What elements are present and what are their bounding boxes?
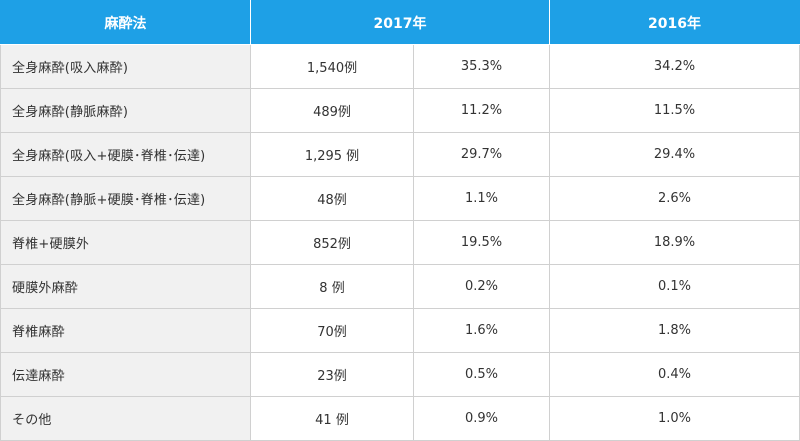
table-row: 硬膜外麻酔 8 例 0.2% 0.1% <box>0 264 800 309</box>
method-cell: 脊椎麻酔 <box>0 308 251 353</box>
percent-2016-cell: 0.4% <box>549 352 800 397</box>
method-cell: 全身麻酔(吸入+硬膜･脊椎･伝達) <box>0 132 251 177</box>
count-2017-cell: 70例 <box>250 308 414 353</box>
header-year-2016: 2016年 <box>549 0 800 45</box>
count-2017-cell: 41 例 <box>250 396 414 441</box>
percent-2016-cell: 2.6% <box>549 176 800 221</box>
percent-2017-cell: 0.2% <box>413 264 550 309</box>
percent-2017-cell: 29.7% <box>413 132 550 177</box>
count-2017-cell: 1,295 例 <box>250 132 414 177</box>
percent-2017-cell: 0.5% <box>413 352 550 397</box>
table-row: 伝達麻酔 23例 0.5% 0.4% <box>0 352 800 397</box>
count-2017-cell: 1,540例 <box>250 44 414 89</box>
method-cell: 硬膜外麻酔 <box>0 264 251 309</box>
count-2017-cell: 8 例 <box>250 264 414 309</box>
table-row: 脊椎麻酔 70例 1.6% 1.8% <box>0 308 800 353</box>
percent-2016-cell: 1.8% <box>549 308 800 353</box>
method-cell: 全身麻酔(静脈+硬膜･脊椎･伝達) <box>0 176 251 221</box>
percent-2017-cell: 35.3% <box>413 44 550 89</box>
percent-2017-cell: 19.5% <box>413 220 550 265</box>
header-year-2017: 2017年 <box>250 0 550 45</box>
count-2017-cell: 48例 <box>250 176 414 221</box>
table-body: 全身麻酔(吸入麻酔) 1,540例 35.3% 34.2% 全身麻酔(静脈麻酔)… <box>0 44 800 441</box>
table-header: 麻酔法 2017年 2016年 <box>0 0 800 45</box>
percent-2016-cell: 11.5% <box>549 88 800 133</box>
percent-2017-cell: 0.9% <box>413 396 550 441</box>
percent-2017-cell: 11.2% <box>413 88 550 133</box>
table-row: 全身麻酔(静脈+硬膜･脊椎･伝達) 48例 1.1% 2.6% <box>0 176 800 221</box>
percent-2016-cell: 0.1% <box>549 264 800 309</box>
table-row: 全身麻酔(静脈麻酔) 489例 11.2% 11.5% <box>0 88 800 133</box>
percent-2016-cell: 34.2% <box>549 44 800 89</box>
percent-2017-cell: 1.1% <box>413 176 550 221</box>
table-row: 全身麻酔(吸入麻酔) 1,540例 35.3% 34.2% <box>0 44 800 89</box>
method-cell: 脊椎+硬膜外 <box>0 220 251 265</box>
table-row: その他 41 例 0.9% 1.0% <box>0 396 800 441</box>
method-cell: その他 <box>0 396 251 441</box>
method-cell: 全身麻酔(吸入麻酔) <box>0 44 251 89</box>
header-row: 麻酔法 2017年 2016年 <box>0 0 800 45</box>
percent-2017-cell: 1.6% <box>413 308 550 353</box>
method-cell: 全身麻酔(静脈麻酔) <box>0 88 251 133</box>
method-cell: 伝達麻酔 <box>0 352 251 397</box>
count-2017-cell: 489例 <box>250 88 414 133</box>
table-row: 全身麻酔(吸入+硬膜･脊椎･伝達) 1,295 例 29.7% 29.4% <box>0 132 800 177</box>
header-method: 麻酔法 <box>0 0 251 45</box>
table-row: 脊椎+硬膜外 852例 19.5% 18.9% <box>0 220 800 265</box>
percent-2016-cell: 1.0% <box>549 396 800 441</box>
count-2017-cell: 852例 <box>250 220 414 265</box>
percent-2016-cell: 18.9% <box>549 220 800 265</box>
percent-2016-cell: 29.4% <box>549 132 800 177</box>
count-2017-cell: 23例 <box>250 352 414 397</box>
